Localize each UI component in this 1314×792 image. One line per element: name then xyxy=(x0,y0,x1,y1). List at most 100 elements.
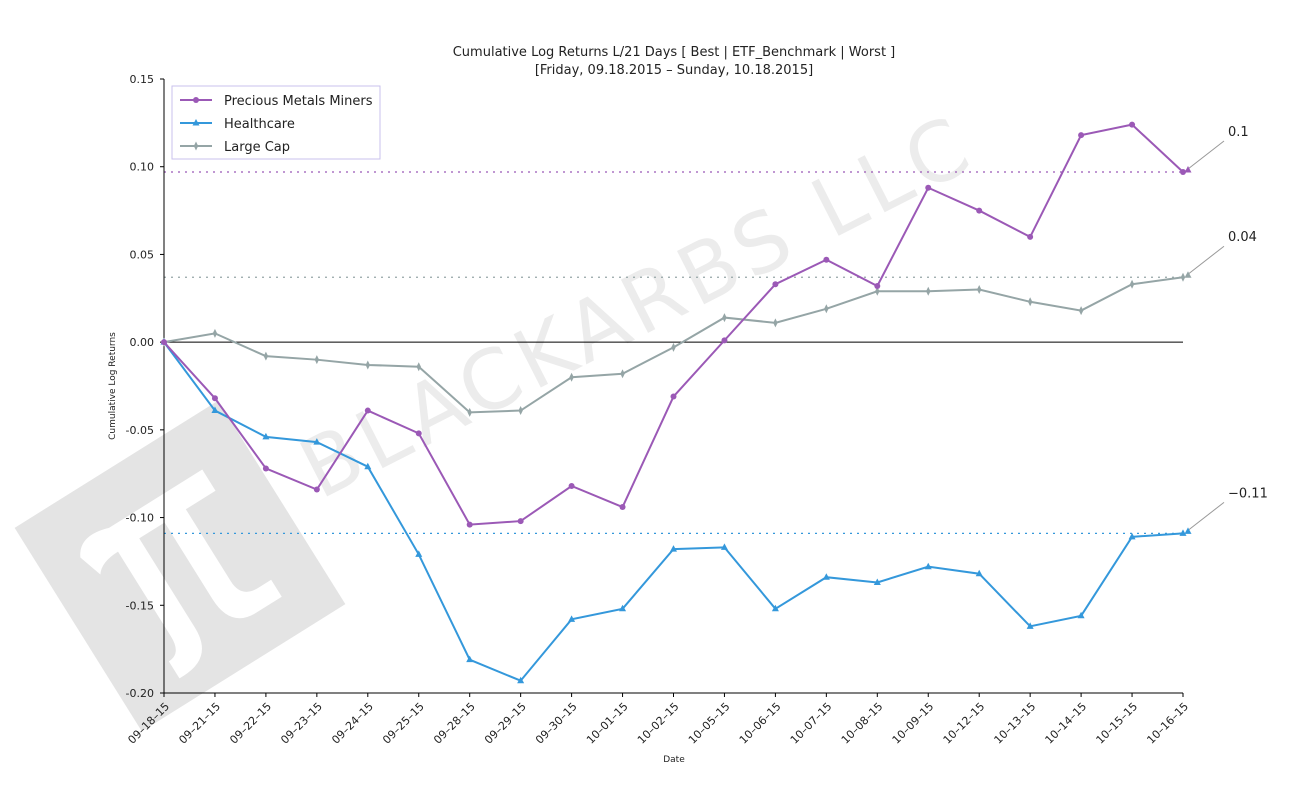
data-point xyxy=(1179,529,1187,536)
x-tick-label: 09–22–15 xyxy=(227,700,274,747)
data-point xyxy=(620,369,625,379)
y-tick-label: 0.10 xyxy=(130,161,155,174)
data-point xyxy=(1078,132,1085,139)
data-point xyxy=(671,342,676,352)
data-point xyxy=(262,432,270,440)
y-tick-label: -0.05 xyxy=(126,424,154,437)
data-point xyxy=(314,355,320,365)
x-tick-label: 10–01–15 xyxy=(584,700,631,747)
legend-item: Healthcare xyxy=(180,117,295,132)
data-point xyxy=(773,318,778,328)
data-point xyxy=(517,518,524,525)
data-point xyxy=(1027,233,1034,240)
data-point xyxy=(211,406,219,414)
data-point xyxy=(569,372,574,382)
data-point xyxy=(824,304,829,314)
watermark-text: BLACKARBS LLC xyxy=(286,97,989,518)
legend-label: Large Cap xyxy=(224,140,290,155)
data-point xyxy=(1026,622,1034,629)
x-tick-label: 09–28–15 xyxy=(431,700,478,747)
data-point xyxy=(771,604,779,612)
x-tick-label: 10–07–15 xyxy=(788,700,835,747)
legend-item: Precious Metals Miners xyxy=(180,94,373,109)
data-point xyxy=(313,486,320,493)
data-point xyxy=(518,406,523,416)
data-point xyxy=(263,351,269,361)
annotation-line xyxy=(1187,140,1225,170)
data-point xyxy=(975,569,983,577)
data-point xyxy=(212,328,218,338)
data-point xyxy=(1129,121,1136,128)
data-point xyxy=(262,465,269,472)
data-point xyxy=(772,281,779,288)
legend-marker xyxy=(192,119,200,126)
x-tick-label: 10–09–15 xyxy=(890,700,937,747)
annotation-label: 0.04 xyxy=(1228,230,1257,245)
annotation-marker xyxy=(1184,165,1192,173)
y-tick-label: -0.10 xyxy=(126,512,154,525)
x-tick-label: 10–14–15 xyxy=(1043,700,1090,747)
x-tick-label: 09–21–15 xyxy=(176,700,223,747)
x-tick-label: 09–25–15 xyxy=(380,700,427,747)
y-tick-label: 0.15 xyxy=(130,73,155,86)
x-tick-label: 10–16–15 xyxy=(1144,700,1191,747)
series-line xyxy=(163,341,1184,682)
x-tick-label: 09–30–15 xyxy=(533,700,580,747)
y-tick-label: -0.20 xyxy=(126,687,154,700)
data-point xyxy=(415,550,423,557)
x-tick-label: 09–24–15 xyxy=(329,700,376,747)
data-point xyxy=(1129,279,1135,289)
data-point xyxy=(925,184,932,191)
data-point xyxy=(721,337,728,344)
data-point xyxy=(466,655,474,663)
data-point xyxy=(822,573,830,580)
x-tick-label: 10–05–15 xyxy=(686,700,733,747)
chart-subtitle: [Friday, 09.18.2015 – Sunday, 10.18.2015… xyxy=(535,63,813,78)
legend-label: Healthcare xyxy=(224,117,295,132)
data-point xyxy=(365,360,370,370)
annotations: 0.1 0.04 −0.11 xyxy=(1184,125,1268,534)
x-axis-label: Date xyxy=(663,755,685,765)
data-point xyxy=(568,482,575,489)
x-tick-label: 10–12–15 xyxy=(941,700,988,747)
data-point xyxy=(977,285,982,295)
data-point xyxy=(619,504,626,511)
legend-item: Large Cap xyxy=(180,140,290,155)
data-point xyxy=(874,283,881,290)
x-tick-label: 10–13–15 xyxy=(992,700,1039,747)
x-tick-label: 10–15–15 xyxy=(1094,700,1141,747)
data-point xyxy=(364,462,372,470)
data-point xyxy=(415,430,422,437)
legend-label: Precious Metals Miners xyxy=(224,94,373,109)
data-point xyxy=(517,676,525,684)
data-point xyxy=(926,286,931,296)
data-point xyxy=(1180,168,1186,175)
data-point xyxy=(722,313,727,323)
x-tick-label: 10–02–15 xyxy=(635,700,682,747)
legend: Precious Metals Miners Healthcare Large Ca… xyxy=(171,85,381,160)
data-point xyxy=(467,407,472,417)
data-point xyxy=(466,521,473,528)
series-0 xyxy=(161,121,1186,528)
data-point xyxy=(313,438,321,445)
x-tick-label: 10–08–15 xyxy=(839,700,886,747)
x-tick-label: 10–06–15 xyxy=(737,700,784,747)
reference-lines xyxy=(164,171,1183,535)
x-axis-ticks: 09–18–15 09–21–15 09–22–15 09–23–15 09–24–15… xyxy=(125,693,1191,747)
x-tick-label: 09–29–15 xyxy=(482,700,529,747)
y-tick-label: 0.05 xyxy=(130,248,155,261)
legend-marker xyxy=(193,97,199,103)
data-point xyxy=(823,256,830,263)
annotation-label: −0.11 xyxy=(1228,486,1268,501)
data-point xyxy=(670,545,677,552)
series-2 xyxy=(161,272,1186,417)
data-point xyxy=(976,207,983,214)
data-point xyxy=(1078,306,1084,316)
data-point xyxy=(924,562,932,570)
series-1 xyxy=(160,338,1187,684)
data-point xyxy=(670,393,677,400)
data-point xyxy=(1077,611,1085,619)
data-point xyxy=(1027,297,1033,307)
data-point xyxy=(211,395,218,402)
data-point xyxy=(416,362,421,372)
